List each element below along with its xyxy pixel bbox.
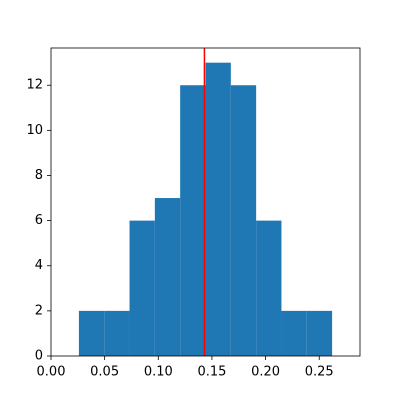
bar bbox=[180, 85, 206, 356]
y-tick-label: 4 bbox=[35, 258, 43, 273]
bar bbox=[205, 62, 231, 357]
x-tick-label: 0.15 bbox=[197, 365, 226, 380]
x-tick-label: 0.20 bbox=[251, 365, 280, 380]
bar bbox=[78, 310, 105, 356]
bar bbox=[230, 85, 257, 356]
x-tick-label: 0.25 bbox=[305, 365, 334, 380]
x-tick-label: 0.05 bbox=[90, 365, 119, 380]
bar bbox=[129, 220, 155, 356]
bar bbox=[154, 198, 181, 356]
axes-frame bbox=[50, 47, 361, 357]
x-tick-label: 0.10 bbox=[144, 365, 173, 380]
y-tick-label: 10 bbox=[26, 123, 43, 138]
x-tick-label: 0.00 bbox=[37, 365, 66, 380]
y-tick-label: 12 bbox=[26, 78, 43, 93]
bar bbox=[306, 310, 333, 356]
bar bbox=[256, 220, 282, 356]
y-tick-label: 6 bbox=[35, 213, 43, 228]
bar bbox=[281, 310, 307, 356]
bar bbox=[104, 310, 130, 356]
y-tick-label: 2 bbox=[35, 303, 43, 318]
y-tick-label: 0 bbox=[35, 349, 43, 364]
y-tick-label: 8 bbox=[35, 168, 43, 183]
